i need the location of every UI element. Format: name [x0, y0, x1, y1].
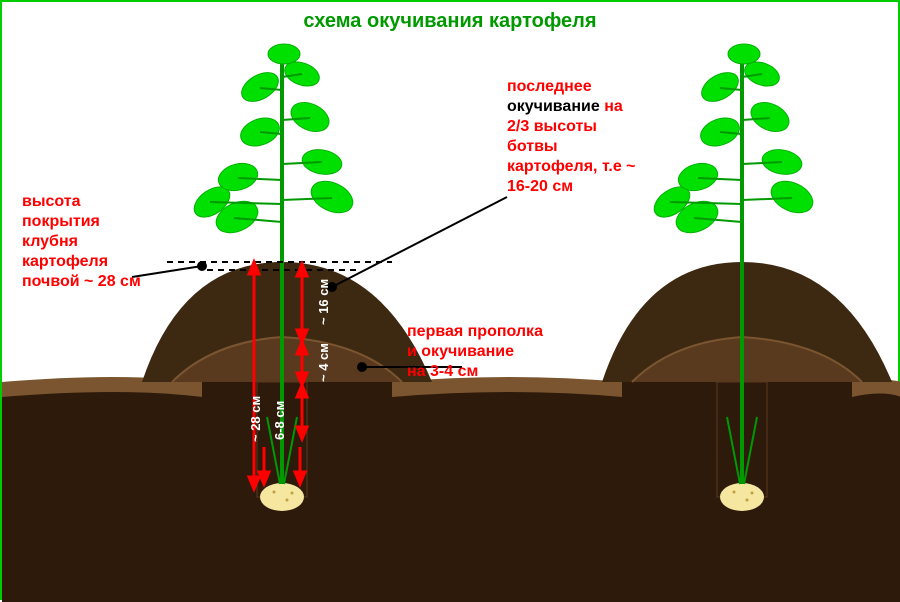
measure-16: ~ 16 см	[316, 279, 331, 325]
potato-1	[260, 483, 304, 511]
diagram-svg	[2, 2, 900, 602]
measure-28: ~ 28 см	[248, 396, 263, 442]
measure-68: 6-8 см	[272, 401, 287, 440]
label-right-top: последнее окучивание на 2/3 высоты ботвы…	[507, 77, 636, 197]
measure-4: ~ 4 см	[316, 343, 331, 382]
potato-2	[720, 483, 764, 511]
label-left: высота покрытия клубня картофеля почвой …	[22, 192, 141, 292]
label-right-mid: первая прополка и окучивание на 3-4 см	[407, 322, 543, 382]
